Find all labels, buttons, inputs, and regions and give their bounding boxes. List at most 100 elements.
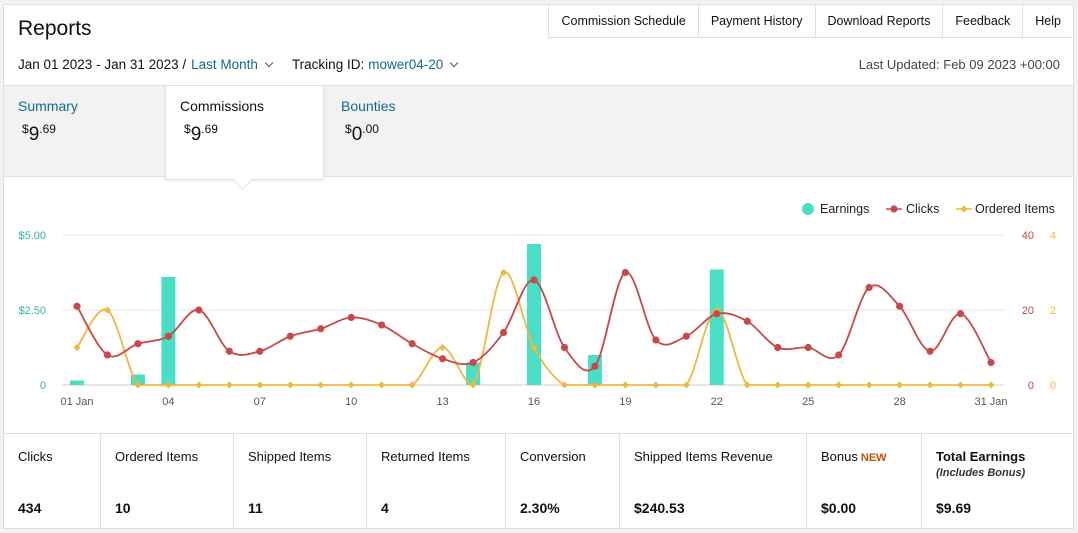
clicks-point [408,340,416,348]
tracking-id-label: Tracking ID: [291,57,365,72]
earnings-bar [709,269,724,385]
tracking-id-value[interactable]: mower04-20 [368,57,444,72]
stat-value: $240.53 [634,500,685,516]
tab-bounties[interactable]: Bounties $0.00 [327,86,487,178]
clicks-point [987,358,995,367]
tab-commissions-label: Commissions [180,98,265,114]
legend-ordered-items-swatch [960,205,968,213]
stat-shipped-items-revenue: Shipped Items Revenue $240.53 [620,434,807,528]
y-right-items-tick-label: 2 [1050,305,1056,317]
period-dropdown[interactable]: Last Month [191,57,258,72]
feedback-link[interactable]: Feedback [943,5,1024,37]
ordered-items-point [347,381,355,389]
legend-ordered-items-label: Ordered Items [975,202,1055,216]
report-tabs: Summary $9.69 Commissions $9.69 Bounties… [4,85,1073,180]
top-nav: Commission Schedule Payment History Down… [548,5,1073,38]
stat-returned-items: Returned Items 4 [367,434,506,528]
tracking-id-selector[interactable]: Tracking ID: mower04-20 [292,57,465,72]
clicks-point [682,332,690,340]
y-left-tick-label: 0 [40,380,46,392]
clicks-point [652,336,660,344]
clicks-point [195,306,203,314]
stat-label: Total Earnings (Includes Bonus) [936,449,1063,479]
clicks-point [134,340,142,348]
clicks-point [347,313,355,322]
x-tick-label: 07 [254,396,266,408]
ordered-items-point [865,381,873,389]
x-tick-label: 16 [528,396,540,408]
stat-label: Returned Items [381,449,470,464]
earnings-bar [70,380,84,385]
stats-bar: Clicks 434 Ordered Items 10 Shipped Item… [4,433,1073,528]
y-right-clicks-tick-label: 20 [1022,305,1034,317]
chevron-down-icon[interactable] [264,58,274,68]
earnings-bar [527,244,541,385]
ordered-items-point [682,381,690,389]
x-tick-label: 25 [802,396,814,408]
reports-panel: Reports Commission Schedule Payment Hist… [3,4,1074,529]
clicks-point [164,332,172,340]
stat-total-earnings: Total Earnings (Includes Bonus) $9.69 [922,434,1073,528]
tab-commissions[interactable]: Commissions $9.69 [165,86,324,180]
ordered-items-point [804,381,812,389]
stat-label: Clicks [18,449,53,464]
stat-value: 11 [248,500,263,516]
stat-bonus: Bonus NEW $0.00 [807,434,922,528]
ordered-items-point [73,344,81,351]
clicks-point [591,362,599,370]
clicks-point [469,358,477,367]
ordered-items-point [926,381,934,389]
y-right-items-tick-label: 0 [1050,380,1056,392]
ordered-items-point [408,381,416,389]
stat-ordered-items: Ordered Items 10 [101,434,234,528]
chevron-down-icon[interactable] [450,58,459,68]
clicks-point [926,347,934,355]
y-right-items-tick-label: 4 [1050,230,1056,242]
help-link[interactable]: Help [1035,14,1061,28]
clicks-point [713,310,721,318]
x-tick-label: 01 Jan [60,396,93,408]
stat-value: 434 [18,500,42,516]
x-tick-label: 28 [893,396,905,408]
x-tick-label: 22 [711,396,723,408]
ordered-items-point [317,381,325,389]
clicks-point [865,283,873,292]
clicks-point [804,343,812,352]
ordered-items-point [103,306,111,314]
stat-clicks: Clicks 434 [4,434,101,528]
tab-summary-label: Summary [18,98,78,114]
y-right-clicks-tick-label: 0 [1028,380,1034,392]
earnings-bar [587,355,602,385]
stat-value: 4 [381,500,389,516]
clicks-point [286,332,294,340]
ordered-items-point [774,381,782,389]
ordered-items-point [957,381,965,389]
commission-schedule-link[interactable]: Commission Schedule [549,5,699,37]
payment-history-link[interactable]: Payment History [699,5,816,37]
ordered-items-point [225,381,233,389]
clicks-point [743,317,751,325]
stat-label: Ordered Items [115,449,199,464]
clicks-point [378,321,386,329]
clicks-point [896,302,904,310]
stat-conversion: Conversion 2.30% [506,434,620,528]
tab-summary-value: $9.69 [22,122,56,145]
ordered-items-point [987,381,995,389]
ordered-items-point [195,381,203,389]
clicks-point [73,302,81,310]
new-badge: NEW [860,452,887,464]
clicks-point [835,351,843,359]
download-reports-link[interactable]: Download Reports [816,5,944,37]
legend-clicks-swatch [890,205,898,213]
ordered-items-point [134,381,142,389]
clicks-point [256,347,264,355]
ordered-items-point [439,344,447,351]
tab-summary[interactable]: Summary $9.69 [4,86,165,178]
ordered-items-point [652,381,660,389]
ordered-items-point [591,381,599,389]
ordered-items-point [469,381,477,389]
page-title: Reports [18,17,92,40]
earnings-bar [130,374,145,385]
ordered-items-point [500,269,508,276]
stat-label: Shipped Items [248,449,332,464]
